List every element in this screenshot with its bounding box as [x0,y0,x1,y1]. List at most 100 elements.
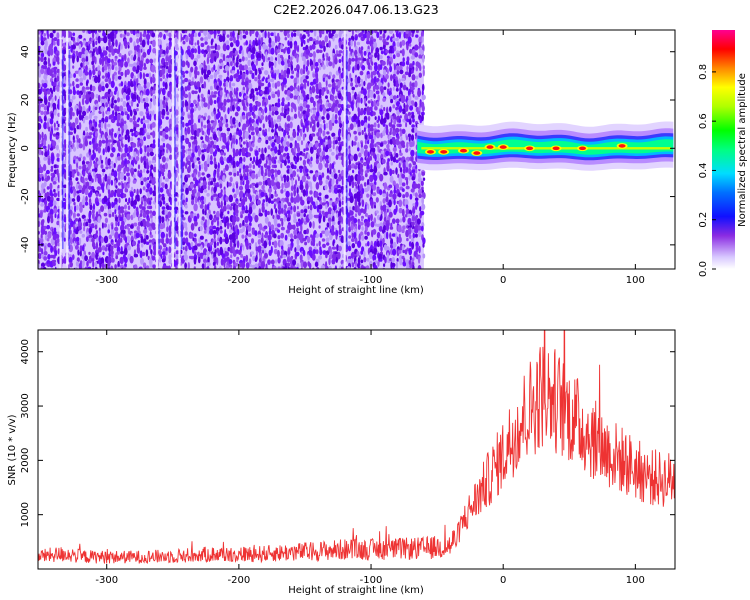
noise-cell [135,44,141,53]
noise-cell [203,148,207,152]
noise-cell [242,244,245,251]
noise-cell [292,259,297,266]
noise-cell [142,51,147,58]
noise-cell [244,147,248,152]
noise-cell [82,244,85,252]
noise-cell [402,84,407,91]
noise-cell [94,121,98,128]
noise-cell [299,168,303,173]
noise-cell [187,150,192,156]
noise-cell [78,69,83,77]
noise-cell [146,152,150,157]
noise-cell [222,175,226,183]
noise-cell [74,218,79,222]
noise-cell [281,176,284,182]
noise-cell [293,234,298,240]
noise-cell [264,94,268,99]
noise-cell [305,114,309,122]
noise-cell [119,216,124,222]
noise-cell [132,30,136,36]
noise-cell [316,243,319,247]
noise-cell [161,237,165,245]
noise-cell [229,51,233,59]
noise-cell [126,113,130,121]
noise-cell [200,163,204,170]
noise-cell [90,30,96,34]
noise-cell [73,127,77,134]
noise-cell [318,162,323,171]
noise-cell [360,147,365,155]
noise-cell [253,114,256,119]
noise-cell [255,145,258,150]
noise-cell [187,114,191,119]
noise-cell [223,98,227,107]
noise-cell [348,159,351,166]
noise-cell [107,123,111,128]
noise-cell [201,67,204,76]
noise-cell [217,237,220,242]
noise-cell [326,113,330,121]
noise-cell [212,217,217,223]
noise-cell [212,177,217,183]
noise-cell [52,73,57,78]
noise-cell [101,85,105,92]
noise-cell [129,118,133,123]
noise-cell [360,175,365,181]
noise-cell [220,53,224,58]
noise-cell [196,213,200,219]
noise-cell [411,32,414,38]
noise-cell [286,73,290,79]
noise-cell [380,245,383,252]
noise-cell [42,266,47,269]
noise-cell [53,227,57,232]
noise-cell [229,206,233,211]
noise-cell [382,237,385,244]
noise-cell [401,61,406,67]
noise-cell [277,235,281,240]
noise-cell [72,237,77,245]
noise-cell [85,64,88,72]
noise-cell [126,213,131,221]
noise-cell [334,44,338,50]
noise-cell [213,140,217,144]
noise-cell [68,256,73,264]
noise-cell [187,166,191,174]
noise-cell [233,59,236,67]
noise-cell [260,191,265,198]
noise-cell [129,128,134,133]
noise-cell [38,36,41,43]
noise-cell [88,174,93,182]
noise-cell [88,218,92,224]
noise-cell [377,157,380,162]
noise-cell [166,219,169,228]
noise-cell [114,231,119,240]
noise-cell [286,165,291,169]
noise-cell [318,49,323,53]
noise-cell [166,157,169,162]
noise-cell [180,37,185,41]
noise-cell [40,68,45,75]
noise-cell [51,96,54,103]
noise-cell [113,162,116,169]
noise-cell [395,204,398,213]
noise-cell [144,145,147,153]
noise-cell [41,151,44,156]
noise-cell [56,164,59,169]
noise-cell [367,203,370,210]
noise-cell [289,85,294,92]
noise-cell [325,80,328,87]
noise-cell [168,32,172,38]
noise-cell [46,195,51,202]
noise-cell [261,185,265,190]
noise-cell [383,171,388,176]
noise-cell [334,106,339,114]
noise-cell [125,198,128,203]
noise-cell [218,120,223,129]
noise-cell [151,76,156,84]
noise-cell [233,87,236,96]
noise-cell [209,241,214,246]
noise-cell [328,40,331,48]
noise-cell [364,74,368,82]
noise-cell [271,41,275,47]
noise-cell [390,153,393,162]
